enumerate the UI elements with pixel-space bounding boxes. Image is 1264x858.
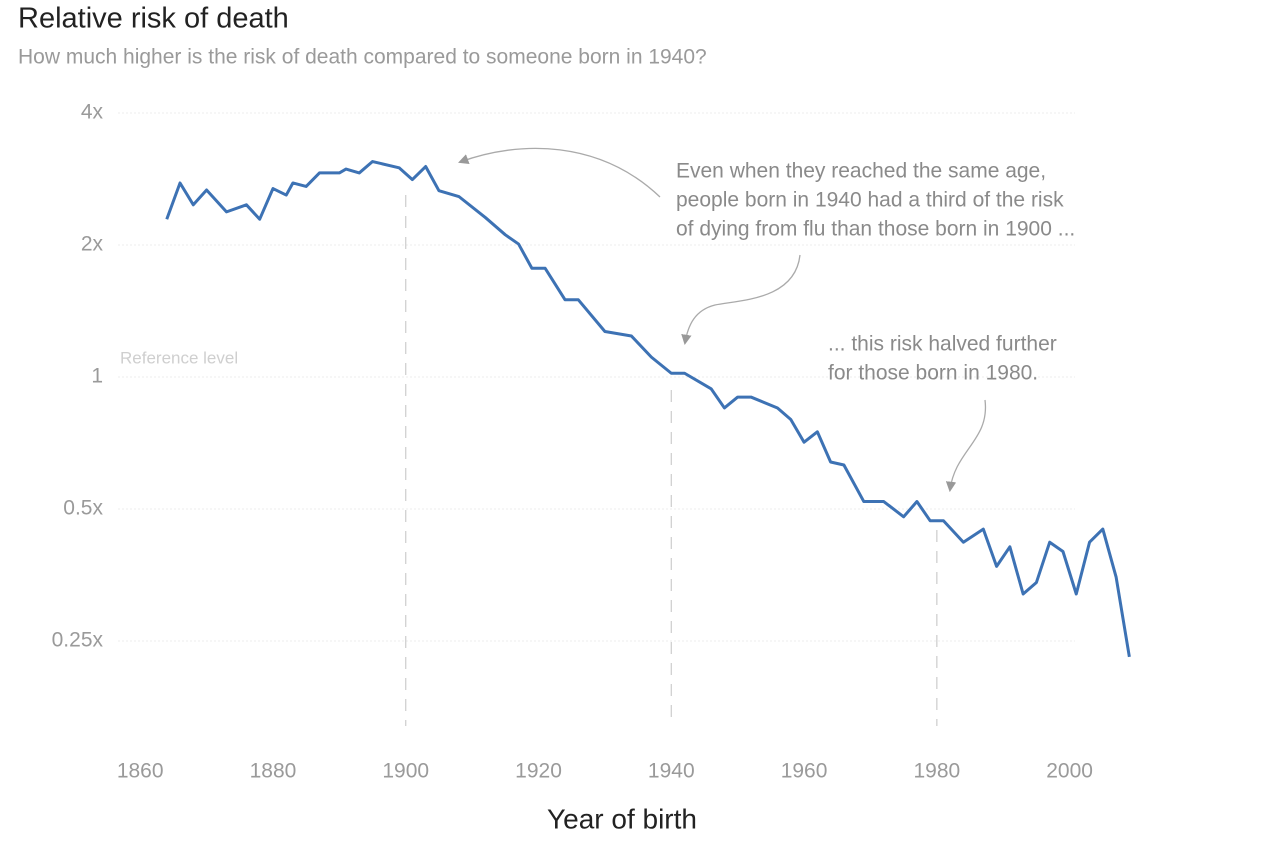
- y-tick-label: 1: [91, 365, 103, 388]
- y-tick-label: 2x: [81, 233, 104, 256]
- y-tick-label: 4x: [81, 101, 104, 124]
- y-tick-label: 0.25x: [52, 629, 104, 652]
- plot: [165, 160, 1131, 658]
- annotations: Even when they reached the same age, peop…: [676, 160, 1075, 385]
- annotation: Even when they reached the same age,: [676, 160, 1046, 183]
- data-line: [165, 160, 1131, 658]
- grid: 0.25x 0.5x 1 2x 4x 1860 1880 1900 1920 1940 1960 19…: [52, 101, 1093, 783]
- x-axis-label: Year of birth: [547, 803, 697, 834]
- x-tick-label: 1860: [117, 760, 164, 783]
- arrow: [681, 254, 801, 346]
- x-tick-label: 1940: [648, 760, 695, 783]
- x-tick-label: 1960: [781, 760, 828, 783]
- y-tick-label: 0.5x: [63, 497, 103, 520]
- annotation: ... this risk halved further: [828, 333, 1057, 356]
- chart-title: Relative risk of death: [18, 3, 289, 35]
- annotation: people born in 1940 had a third of the r…: [676, 189, 1064, 212]
- x-tick-label: 2000: [1046, 760, 1093, 783]
- reference-lines: [405, 195, 938, 726]
- reference-label: Reference level: [120, 348, 238, 367]
- x-tick-label: 1920: [515, 760, 562, 783]
- x-tick-label: 1900: [382, 760, 429, 783]
- x-tick-label: 1980: [913, 760, 960, 783]
- arrow: [945, 399, 987, 493]
- arrow: [458, 147, 661, 198]
- annotation: of dying from flu than those born in 190…: [676, 218, 1075, 241]
- x-tick-label: 1880: [250, 760, 297, 783]
- annotation: for those born in 1980.: [828, 362, 1038, 385]
- chart-subtitle: How much higher is the risk of death com…: [18, 46, 707, 69]
